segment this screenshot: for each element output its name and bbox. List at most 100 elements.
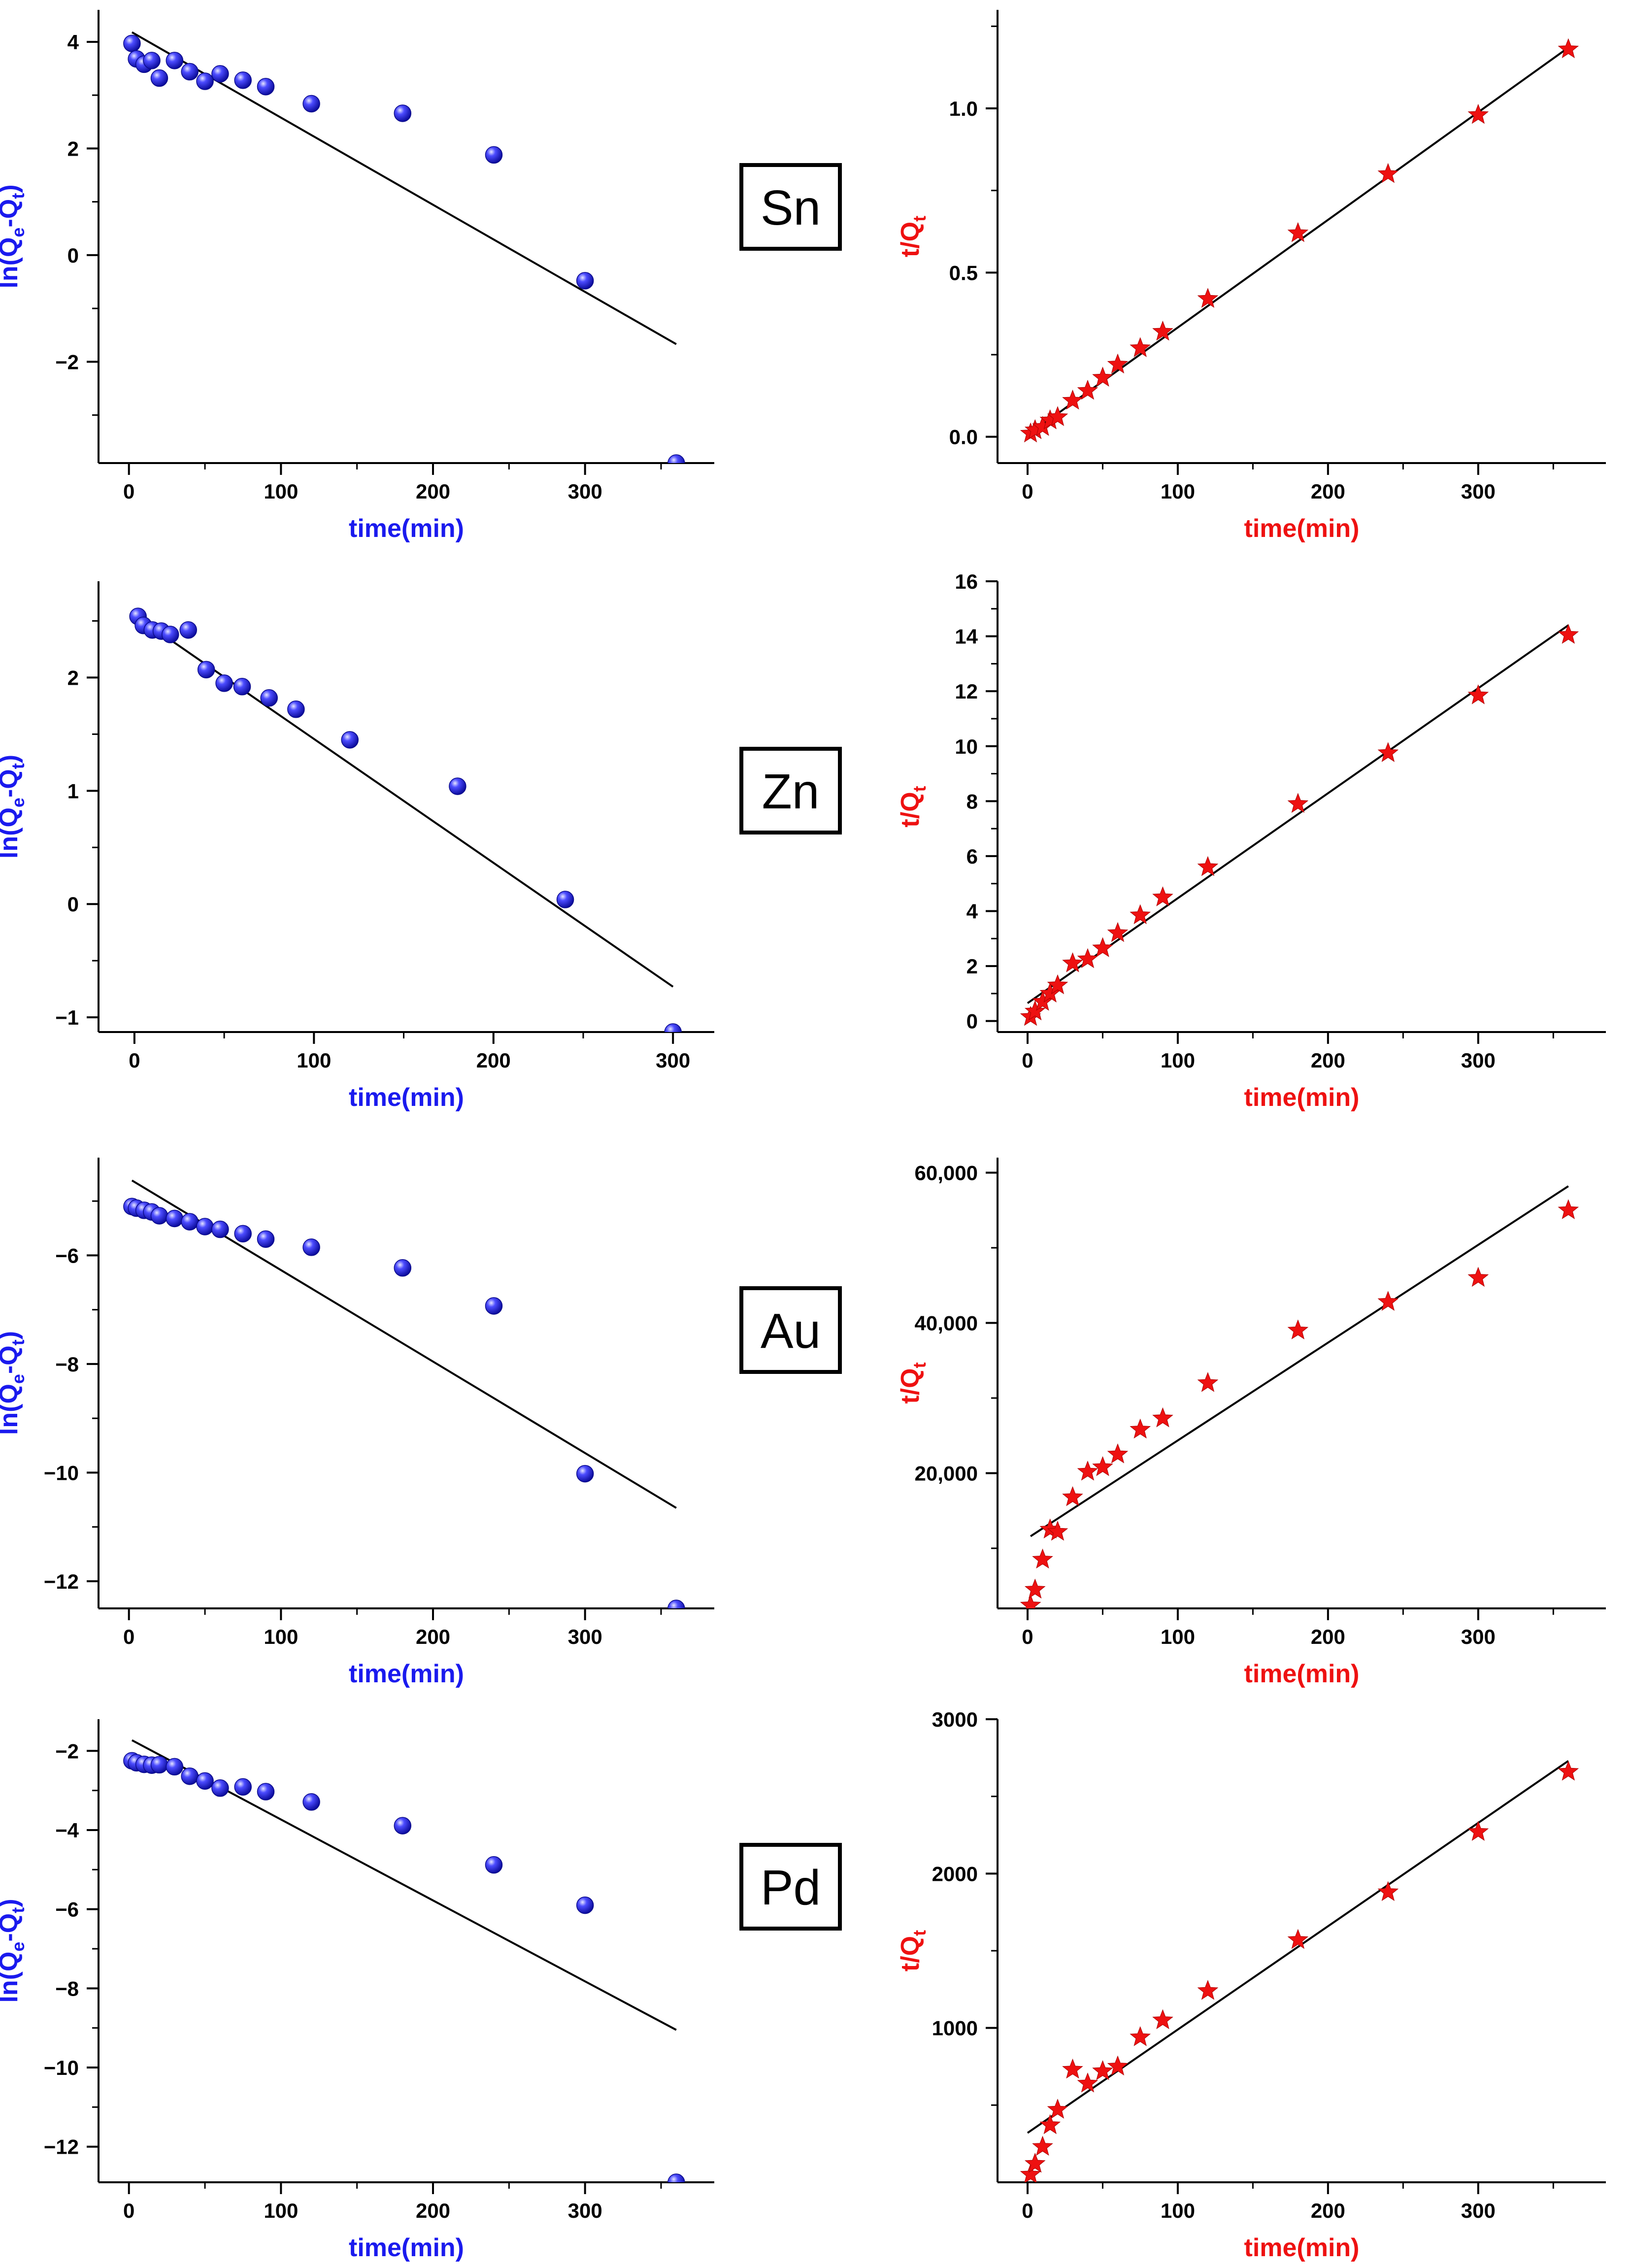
data-point <box>1077 948 1099 968</box>
data-point <box>1062 1486 1083 1506</box>
y-tick-label: −1 <box>55 1006 79 1029</box>
data-point <box>1062 2058 1083 2079</box>
data-point <box>1152 320 1173 341</box>
x-tick-label: 300 <box>568 2199 602 2222</box>
x-tick-label: 300 <box>1461 2199 1496 2222</box>
y-tick-label: −6 <box>55 1244 79 1267</box>
data-point <box>260 689 278 707</box>
data-point <box>1047 2099 1068 2119</box>
x-tick-label: 0 <box>1022 1049 1033 1072</box>
data-point <box>181 1213 199 1231</box>
pd-first-order-chart: 0 100 200 300 −12 −10 −8 −6 −4 −2 time(min) ln(Qe-Q… <box>0 1719 714 2262</box>
x-tick-label: 200 <box>416 2199 450 2222</box>
data-point <box>667 2173 685 2182</box>
data-point <box>162 626 179 643</box>
metal-label-au: Au <box>739 1286 842 1374</box>
data-point <box>1287 1929 1309 1949</box>
data-point <box>1197 1980 1219 2000</box>
y-tick-label: −2 <box>55 350 79 373</box>
data-point <box>1032 991 1053 1011</box>
data-point <box>1077 1461 1099 1481</box>
data-point <box>150 1756 168 1774</box>
data-point <box>485 1856 503 1874</box>
data-point <box>181 63 199 81</box>
data-point <box>1062 389 1083 410</box>
x-tick-label: 0 <box>123 1625 134 1648</box>
data-point <box>1197 1372 1219 1392</box>
data-point <box>1197 288 1219 308</box>
y-tick-label: 16 <box>955 570 978 593</box>
x-tick-label: 100 <box>264 480 298 503</box>
data-point <box>1024 2153 1046 2173</box>
data-point <box>1092 937 1113 957</box>
y-axis-title: t/Qt <box>896 1362 930 1403</box>
label-text: Au <box>761 1303 821 1359</box>
x-tick-label: 100 <box>264 2199 298 2222</box>
label-box <box>739 747 842 834</box>
metal-label-pd: Pd <box>739 1843 842 1931</box>
data-point <box>1107 2055 1129 2076</box>
data-point <box>341 731 359 749</box>
x-tick-label: 200 <box>1311 2199 1345 2222</box>
x-tick-label: 200 <box>476 1049 511 1072</box>
fit-line <box>1027 1760 1569 2134</box>
y-axis-title: ln(Qe-Qt) <box>0 184 28 288</box>
x-tick-label: 300 <box>1461 1049 1496 1072</box>
data-point <box>302 95 320 113</box>
data-point <box>211 65 229 83</box>
data-point <box>485 1297 503 1315</box>
data-point <box>1092 367 1113 387</box>
metal-label-sn: Sn <box>739 163 842 251</box>
data-point <box>233 678 251 696</box>
y-tick-label: −12 <box>44 2135 79 2159</box>
y-tick-label: 0 <box>67 244 79 267</box>
data-point <box>1047 406 1068 426</box>
data-point <box>667 454 685 463</box>
x-tick-label: 100 <box>1161 480 1195 503</box>
data-point <box>485 146 503 164</box>
data-point <box>1467 1267 1489 1287</box>
x-axis-title: time(min) <box>1244 2234 1360 2262</box>
data-point <box>196 1218 214 1235</box>
data-point <box>166 1758 184 1776</box>
x-tick-label: 100 <box>1161 1625 1195 1648</box>
y-tick-label: 1000 <box>932 2017 978 2040</box>
data-point <box>1047 974 1068 995</box>
x-axis-title: time(min) <box>349 2234 464 2262</box>
data-point <box>1020 2163 1041 2182</box>
data-point <box>302 1238 320 1256</box>
data-point <box>576 272 594 290</box>
x-tick-label: 200 <box>416 1625 450 1648</box>
x-tick-label: 300 <box>656 1049 690 1072</box>
y-tick-label: 1 <box>67 779 79 802</box>
y-tick-label: 0 <box>966 1010 978 1033</box>
x-tick-label: 300 <box>1461 480 1496 503</box>
y-tick-label: −8 <box>55 1977 79 2000</box>
data-point <box>1287 1319 1309 1339</box>
data-point <box>196 72 214 90</box>
data-point <box>1024 1000 1046 1021</box>
data-point <box>1377 1291 1399 1311</box>
data-point <box>1467 1821 1489 1841</box>
label-text: Zn <box>762 764 820 819</box>
data-point <box>150 69 168 87</box>
data-point <box>1107 1443 1129 1464</box>
data-point <box>1558 1199 1579 1219</box>
y-axis-title: ln(Qe-Qt) <box>0 755 28 859</box>
label-box <box>739 163 842 251</box>
x-tick-label: 0 <box>123 2199 134 2222</box>
y-tick-label: −6 <box>55 1898 79 1921</box>
data-point <box>394 104 412 122</box>
y-tick-label: 2 <box>67 137 79 160</box>
data-point <box>257 1230 275 1248</box>
y-tick-label: −10 <box>44 2056 79 2079</box>
y-tick-label: 1.0 <box>949 97 978 120</box>
data-point <box>1152 1407 1173 1428</box>
data-point <box>1130 1418 1151 1439</box>
y-tick-label: −12 <box>44 1570 79 1593</box>
x-axis-title: time(min) <box>349 514 464 543</box>
y-tick-label: 60,000 <box>915 1162 978 1185</box>
data-point <box>449 777 466 795</box>
data-point <box>1467 684 1489 704</box>
data-point <box>1287 793 1309 813</box>
